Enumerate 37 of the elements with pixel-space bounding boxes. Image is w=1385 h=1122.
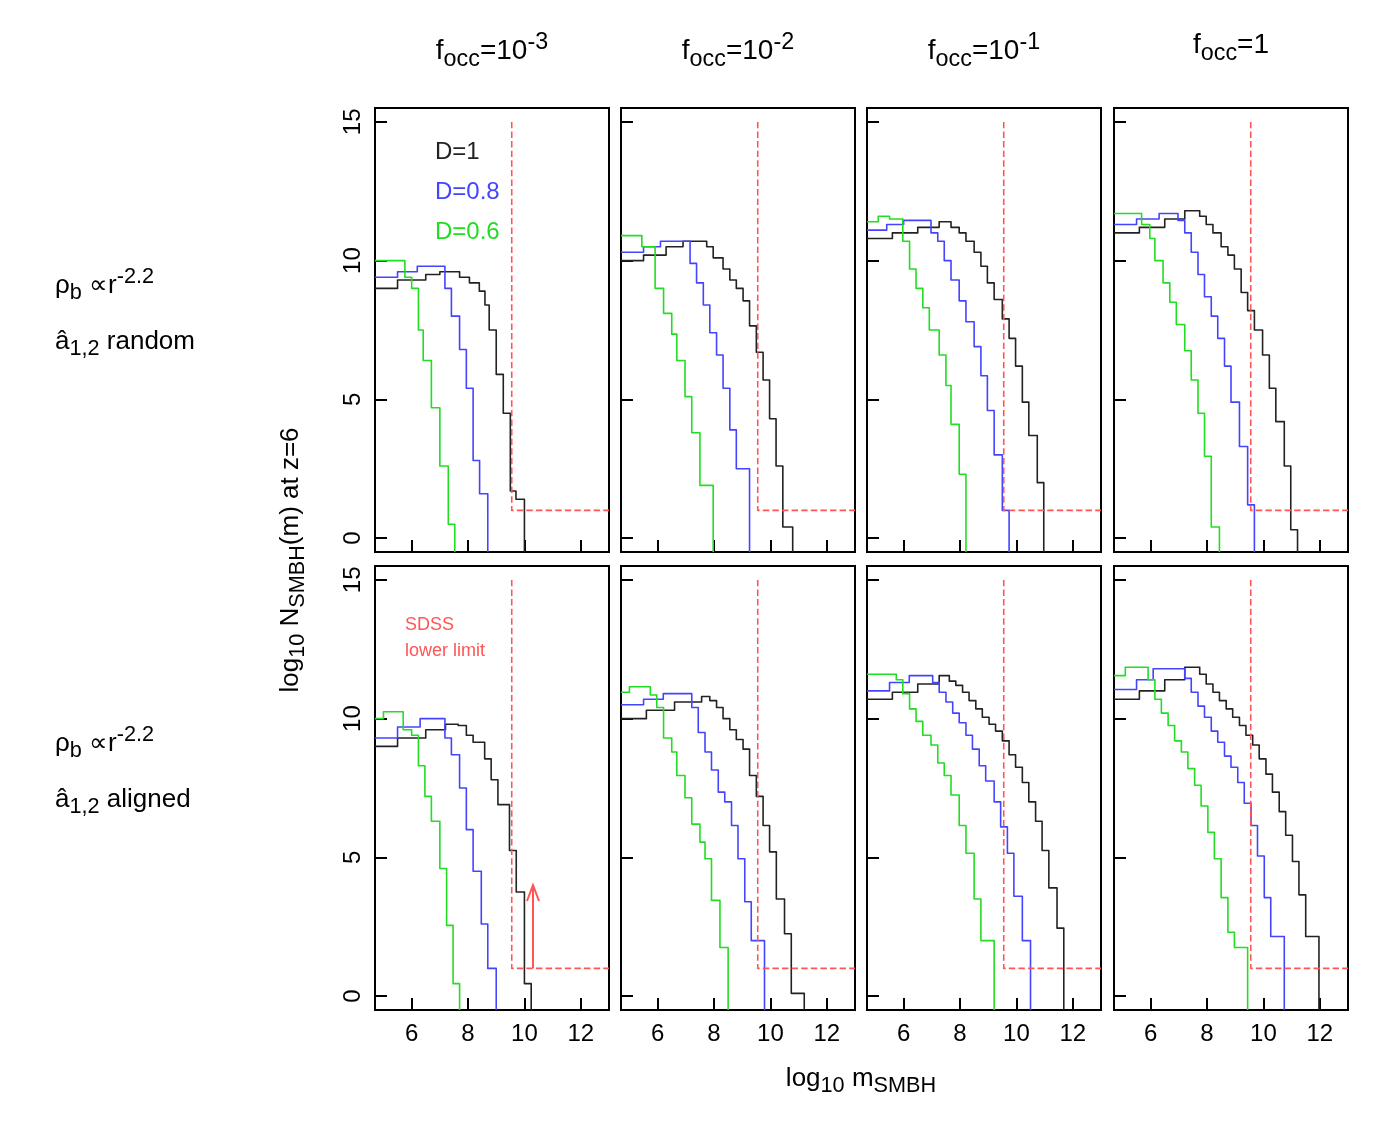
x-tick-label: 10 <box>511 1018 538 1046</box>
y-tick-label: 5 <box>337 850 365 865</box>
x-axis-title: log$_{10}$ m$_{SMBH}$ <box>785 1061 937 1099</box>
chart-title: f$_{occ}$=10$^{-1}$ <box>926 28 1042 72</box>
chart-title: f$_{occ}$=10$^{-3}$ <box>434 28 550 72</box>
x-tick-label: 10 <box>1250 1018 1277 1046</box>
y-tick-label: 5 <box>337 392 365 407</box>
text: â$_{1,2}$ aligned <box>55 783 191 820</box>
chart-title: f$_{occ}$=10$^{-2}$ <box>680 28 796 72</box>
y-tick-label: 15 <box>337 566 365 594</box>
annotation: SDSS lower limit <box>405 614 486 660</box>
x-tick-label: 8 <box>461 1018 475 1046</box>
x-tick-label: 10 <box>1003 1018 1030 1046</box>
text: ρ$_{b}$ ∝r$^{-2.2}$ <box>55 263 155 305</box>
x-tick-label: 6 <box>896 1018 911 1046</box>
x-tick-label: 8 <box>953 1018 967 1046</box>
y-tick-label: 10 <box>337 247 365 274</box>
text: D=1 <box>435 136 480 164</box>
x-tick-label: 6 <box>650 1018 665 1046</box>
series-label: D=0.6 <box>435 216 500 244</box>
x-tick-label: 12 <box>1059 1018 1087 1046</box>
y-tick-label: 0 <box>337 531 365 545</box>
x-tick-label: 8 <box>707 1018 721 1046</box>
x-tick-label: 12 <box>567 1018 595 1046</box>
x-tick-label: 8 <box>1200 1018 1214 1046</box>
x-tick-label: 6 <box>1143 1018 1158 1046</box>
text: ρ$_{b}$ ∝r$^{-2.2}$ <box>55 721 155 763</box>
text: D=0.8 <box>435 176 500 204</box>
text: â$_{1,2}$ random <box>55 325 195 362</box>
y-tick-label: 10 <box>337 705 365 732</box>
y-tick-label: 15 <box>337 108 365 136</box>
x-tick-label: 12 <box>813 1018 841 1046</box>
chart-title: f$_{occ}$=1 <box>1192 28 1270 66</box>
y-tick-label: 0 <box>337 989 365 1003</box>
x-tick-label: 6 <box>404 1018 419 1046</box>
x-tick-label: 10 <box>757 1018 784 1046</box>
x-tick-label: 12 <box>1306 1018 1334 1046</box>
